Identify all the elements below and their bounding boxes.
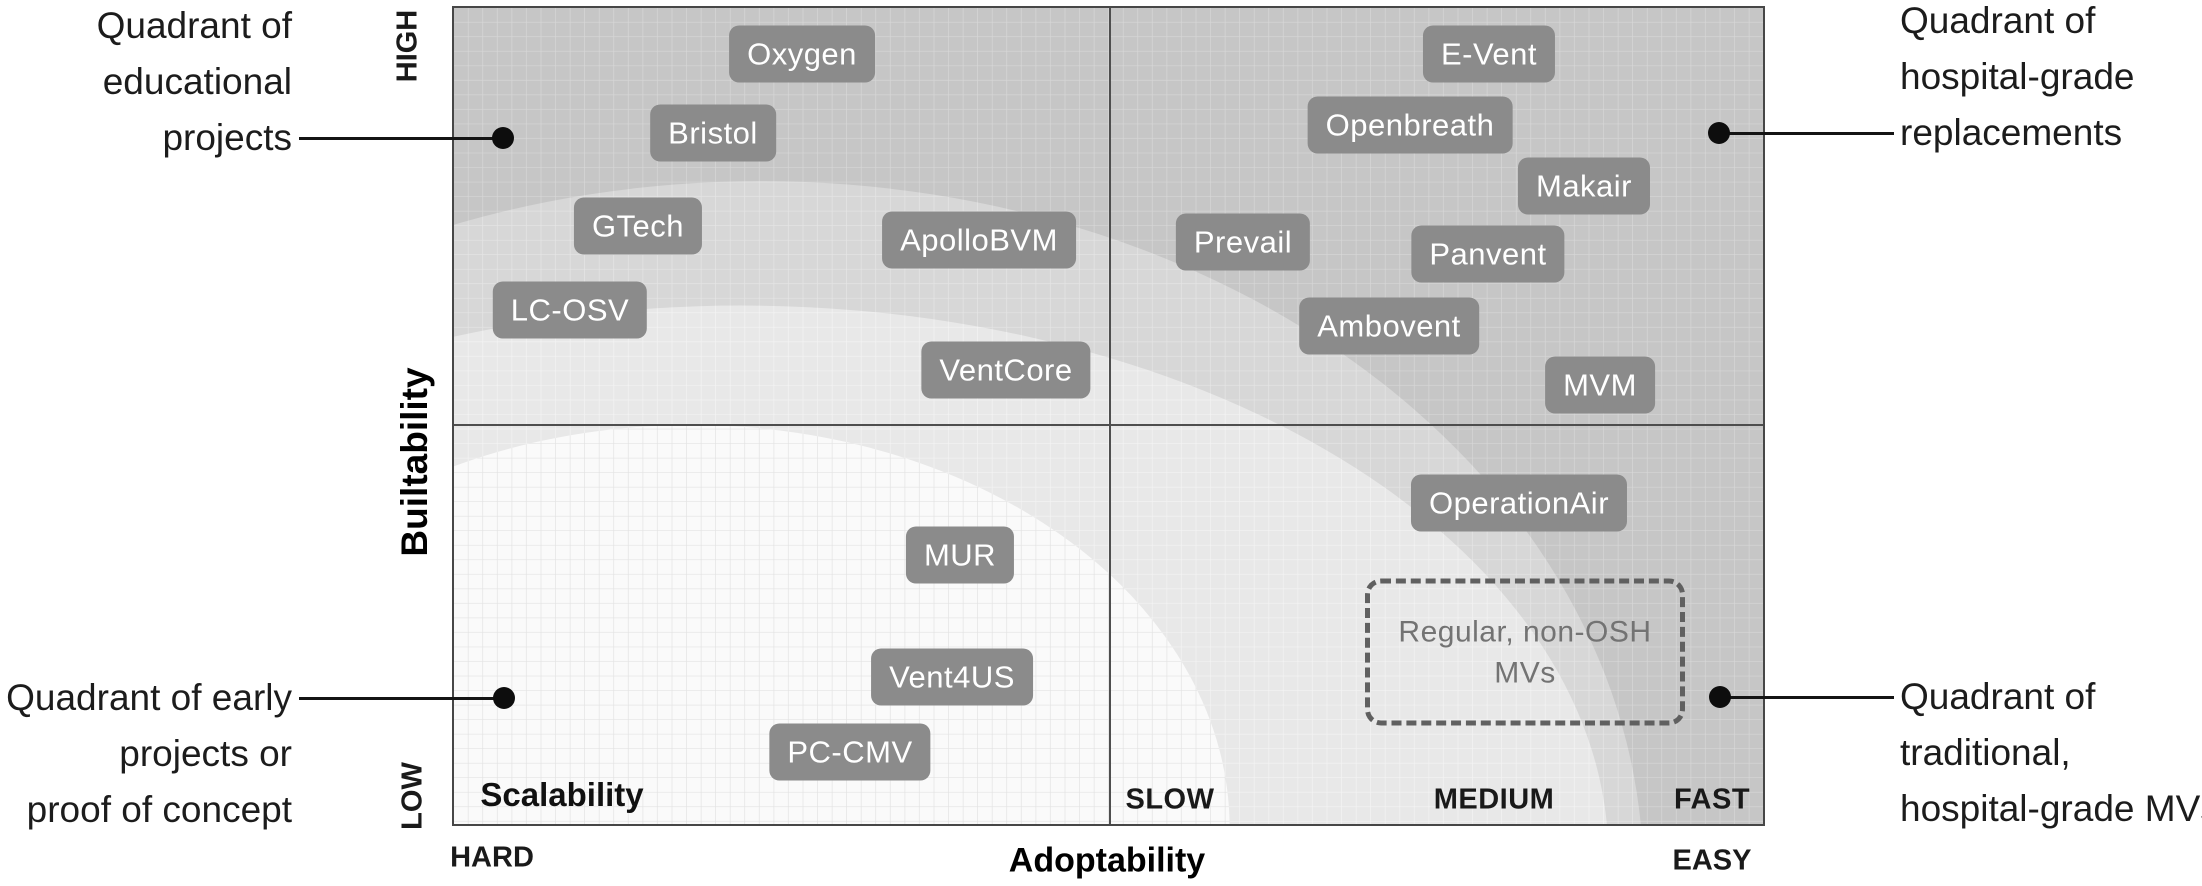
quadrant-anchor-dot-top-left <box>492 127 514 149</box>
x-axis-hard-label: HARD <box>450 841 534 874</box>
project-chip-vent4us: Vent4US <box>871 648 1033 706</box>
project-chip-gtech: GTech <box>573 197 703 255</box>
dashed-box-line-2: MVs <box>1494 656 1556 689</box>
project-chip-ambovent: Ambovent <box>1299 297 1479 355</box>
project-chip-prevail: Prevail <box>1175 213 1311 271</box>
project-chip-pc-cmv: PC-CMV <box>769 723 931 781</box>
callout-line: Quadrant of <box>1900 0 2096 41</box>
quadrant-anchor-dot-bottom-right <box>1709 686 1731 708</box>
project-chip-oxygen: Oxygen <box>729 25 875 83</box>
y-axis-high-label: HIGH <box>391 9 424 83</box>
dashed-box-line-1: Regular, non-OSH <box>1398 615 1652 648</box>
plot-area: Oxygen Bristol GTech LC-OSV ApolloBVM VentCor… <box>452 6 1765 826</box>
callout-line: traditional, <box>1900 732 2071 773</box>
callout-line: Quadrant of <box>96 5 292 46</box>
project-chip-ventcore: VentCore <box>921 341 1091 399</box>
band-white-ellipse <box>454 425 1230 824</box>
callout-line: hospital-grade MVs <box>1900 788 2202 829</box>
callout-line: projects <box>162 117 292 158</box>
tick-fast: FAST <box>1673 783 1751 816</box>
tick-slow: SLOW <box>1125 783 1215 816</box>
callout-line: Quadrant of early <box>6 677 292 718</box>
quadrant-anchor-dot-top-right <box>1708 122 1730 144</box>
project-chip-mur: MUR <box>905 526 1015 584</box>
x-axis-easy-label: EASY <box>1672 844 1752 877</box>
callout-connector-bottom-right <box>1720 696 1894 699</box>
callout-connector-bottom-left <box>299 697 504 700</box>
scalability-label: Scalability <box>480 776 644 813</box>
project-chip-bristol: Bristol <box>650 104 776 162</box>
callout-line: proof of concept <box>26 789 292 830</box>
non-osh-mvs-dashed-box: Regular, non-OSH MVs <box>1365 578 1685 726</box>
quadrant-anchor-dot-bottom-left <box>493 687 515 709</box>
tick-medium: MEDIUM <box>1433 783 1555 816</box>
project-chip-e-vent: E-Vent <box>1422 25 1556 83</box>
callout-traditional-mvs: Quadrant of traditional, hospital-grade … <box>1900 669 2202 837</box>
x-axis-title: Adoptability <box>1008 841 1206 880</box>
y-axis-low-label: LOW <box>396 762 429 830</box>
callout-educational-projects: Quadrant of educational projects <box>0 0 292 166</box>
plot-background <box>454 8 1763 824</box>
callout-line: projects or <box>119 733 292 774</box>
callout-line: hospital-grade <box>1900 56 2135 97</box>
callout-line: Quadrant of <box>1900 676 2096 717</box>
callout-connector-top-left <box>299 137 503 140</box>
callout-connector-top-right <box>1719 132 1894 135</box>
project-chip-mvm: MVM <box>1545 356 1655 414</box>
y-axis-title: Builtability <box>394 367 435 557</box>
project-chip-apollobvm: ApolloBVM <box>882 211 1076 269</box>
callout-line: educational <box>102 61 292 102</box>
project-chip-makair: Makair <box>1517 157 1651 215</box>
project-chip-lc-osv: LC-OSV <box>492 281 648 339</box>
callout-hospital-grade-replacements: Quadrant of hospital-grade replacements <box>1900 0 2134 161</box>
project-chip-openbreath: Openbreath <box>1307 96 1513 154</box>
callout-early-projects: Quadrant of early projects or proof of c… <box>0 670 292 838</box>
callout-line: replacements <box>1900 112 2123 153</box>
project-chip-panvent: Panvent <box>1411 225 1565 283</box>
project-chip-operationair: OperationAir <box>1410 474 1628 532</box>
